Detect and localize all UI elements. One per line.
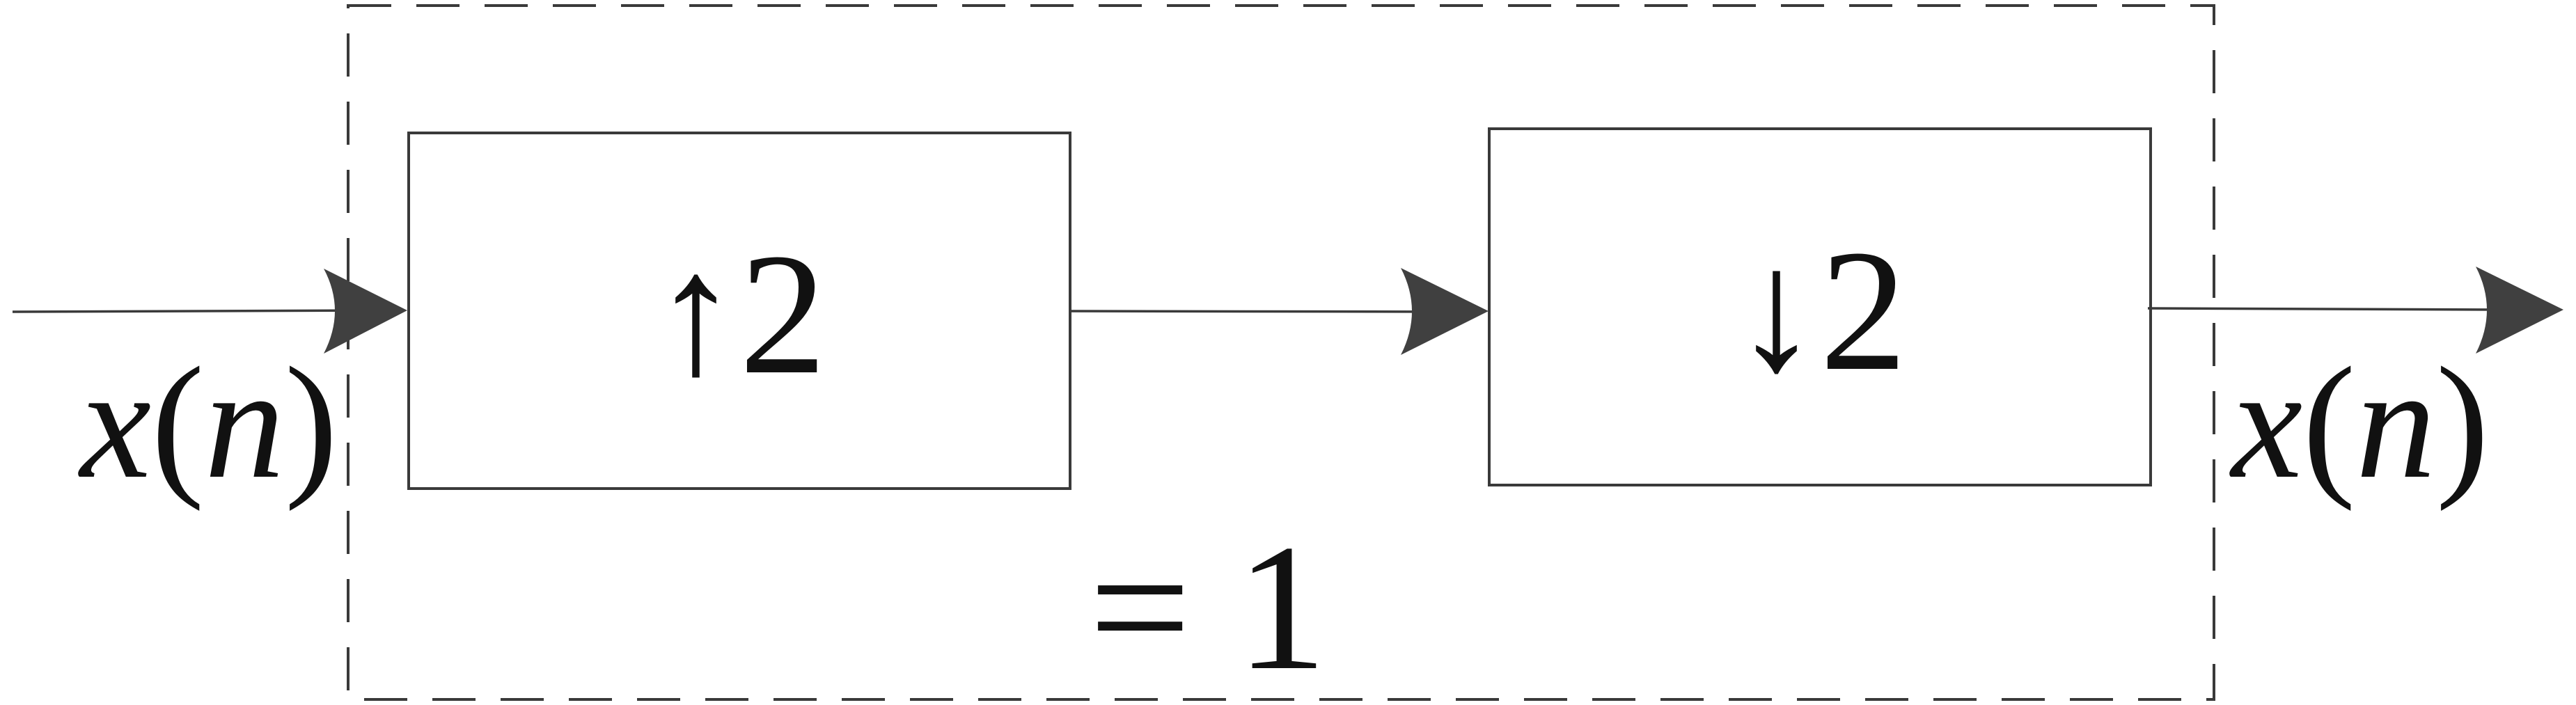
input-line	[12, 309, 377, 313]
dashed-frame	[347, 4, 2215, 701]
input-signal-arg: n	[205, 334, 285, 512]
result-label: = 1	[1089, 507, 1327, 705]
output-signal-var: x	[2229, 334, 2302, 512]
downsample-label: ↓2	[1733, 214, 1907, 407]
output-signal-close: )	[2436, 334, 2490, 512]
output-signal-label: x(n)	[2229, 334, 2489, 512]
connector-line	[1069, 310, 1449, 313]
downsample-block	[1488, 127, 2152, 486]
output-line	[2147, 307, 2507, 311]
input-signal-label: x(n)	[78, 334, 338, 512]
output-signal-arg: n	[2356, 334, 2436, 512]
upsample-label: ↑2	[652, 218, 826, 411]
input-arrowhead	[324, 269, 407, 354]
output-arrowhead	[2476, 267, 2563, 354]
input-signal-close: )	[285, 334, 338, 512]
output-signal-open: (	[2302, 334, 2356, 512]
input-signal-var: x	[78, 334, 151, 512]
connector-arrowhead	[1401, 268, 1489, 355]
input-signal-open: (	[151, 334, 205, 512]
upsample-block	[407, 132, 1071, 490]
